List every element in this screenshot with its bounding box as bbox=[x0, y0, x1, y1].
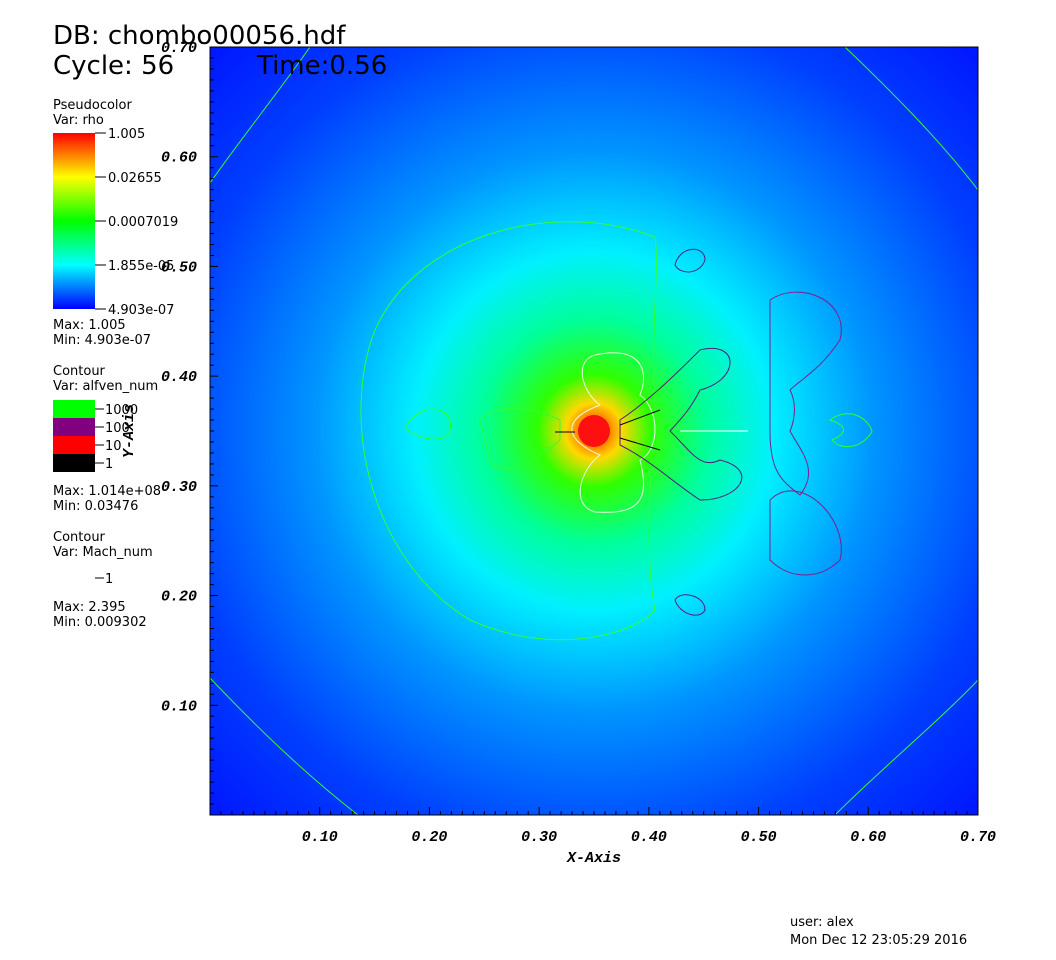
x-tick-label: 0.60 bbox=[850, 829, 886, 846]
y-tick-label: 0.70 bbox=[161, 40, 197, 57]
contour-level-label: 100 bbox=[105, 421, 130, 436]
legend-max: Max: 2.395 bbox=[53, 600, 126, 615]
cycle-label: Cycle: 56 bbox=[53, 51, 174, 81]
contour-level-label: 10 bbox=[105, 439, 122, 454]
contour-level-label: 1000 bbox=[105, 403, 138, 418]
color-bar-label: 1.005 bbox=[108, 127, 145, 142]
y-tick-label: 0.40 bbox=[161, 369, 197, 386]
contour-swatch bbox=[53, 418, 95, 436]
x-axis-title: X-Axis bbox=[566, 850, 621, 867]
legend-plot: Pseudocolor bbox=[53, 98, 132, 113]
x-tick-label: 0.30 bbox=[521, 829, 557, 846]
date-label: Mon Dec 12 23:05:29 2016 bbox=[790, 933, 967, 948]
color-bar-label: 1.855e-05 bbox=[108, 259, 174, 274]
x-tick-label: 0.50 bbox=[741, 829, 777, 846]
x-tick-label: 0.10 bbox=[302, 829, 338, 846]
legend-min: Min: 4.903e-07 bbox=[53, 333, 151, 348]
legend-plot: Contour bbox=[53, 364, 106, 379]
x-tick-label: 0.20 bbox=[411, 829, 447, 846]
y-tick-label: 0.10 bbox=[161, 698, 197, 715]
color-bar-label: 4.903e-07 bbox=[108, 303, 174, 318]
legend-variable: Var: rho bbox=[53, 113, 104, 128]
color-bar-label: 0.02655 bbox=[108, 171, 162, 186]
y-axis-title: Y-Axis bbox=[121, 404, 138, 458]
legend-min: Min: 0.009302 bbox=[53, 615, 147, 630]
y-tick-label: 0.20 bbox=[161, 589, 197, 606]
time-label: Time:0.56 bbox=[256, 51, 387, 81]
contours bbox=[210, 47, 978, 815]
contour-swatch bbox=[53, 454, 95, 472]
legend-plot: Contour bbox=[53, 530, 106, 545]
y-tick-label: 0.30 bbox=[161, 479, 197, 496]
y-tick-label: 0.60 bbox=[161, 150, 197, 167]
legend-variable: Var: alfven_num bbox=[53, 379, 158, 394]
y-tick-label: 0.50 bbox=[161, 259, 197, 276]
legend-max: Max: 1.005 bbox=[53, 318, 126, 333]
x-tick-label: 0.40 bbox=[631, 829, 667, 846]
legend-max: Max: 1.014e+08 bbox=[53, 484, 161, 499]
legend-variable: Var: Mach_num bbox=[53, 545, 153, 560]
plot-area bbox=[210, 47, 978, 815]
legend-min: Min: 0.03476 bbox=[53, 499, 138, 514]
color-bar bbox=[53, 133, 95, 309]
axis-ticks bbox=[209, 46, 979, 816]
contour-swatch bbox=[53, 436, 95, 454]
color-bar-label: 0.0007019 bbox=[108, 215, 178, 230]
user-label: user: alex bbox=[790, 915, 854, 930]
contour-level-label: 1 bbox=[105, 572, 113, 587]
core-region bbox=[578, 415, 610, 447]
x-tick-label: 0.70 bbox=[960, 829, 996, 846]
contour-level-label: 1 bbox=[105, 457, 113, 472]
contour-swatch bbox=[53, 400, 95, 418]
db-title: DB: chombo00056.hdf bbox=[53, 21, 346, 51]
